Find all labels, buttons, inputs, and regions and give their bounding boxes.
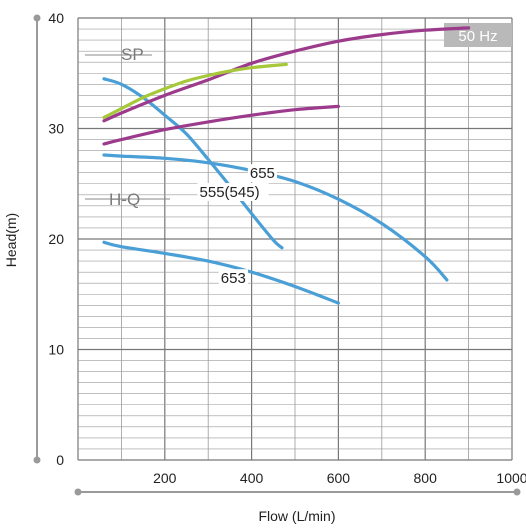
y-tick-label: 10	[48, 342, 64, 358]
x-tick-labels: 200 400 600 800 1000	[153, 470, 526, 486]
y-axis-top-dot	[33, 14, 41, 22]
sp-section-label: SP	[121, 45, 144, 64]
y-tick-label: 40	[48, 10, 64, 26]
hq-section-label: H-Q	[109, 190, 140, 209]
series-line-sp-5	[102, 104, 340, 146]
series-label: 653	[221, 270, 246, 287]
series-line-555-545	[102, 77, 284, 250]
x-tick-label: 800	[414, 470, 438, 486]
y-tick-label: 20	[48, 231, 64, 247]
frequency-badge-text: 50 Hz	[458, 28, 497, 45]
series-line-sp-4	[102, 62, 288, 119]
x-tick-label: 200	[153, 470, 177, 486]
y-axis-label: Head(m)	[3, 213, 19, 267]
series-label-bg	[197, 183, 269, 202]
x-tick-label: 400	[240, 470, 264, 486]
grid	[77, 17, 513, 461]
y-axis-bottom-dot	[33, 456, 41, 464]
x-axis-label: Flow (L/min)	[258, 508, 335, 524]
series-label-bg	[247, 164, 278, 183]
y-tick-label: 30	[48, 121, 64, 137]
series-line-653	[102, 240, 340, 305]
y-tick-label: 0	[56, 452, 64, 468]
series-label: 555(545)	[200, 184, 260, 201]
series-labels: 555(545) 655 653	[197, 164, 278, 288]
series-label-bg	[218, 269, 248, 288]
x-axis-right-dot	[513, 488, 521, 496]
y-tick-labels: 0 10 20 30 40	[48, 10, 64, 468]
curves	[102, 26, 471, 305]
series-line-sp-3	[102, 26, 471, 123]
series-label: 655	[250, 165, 275, 182]
x-axis-left-dot	[74, 488, 82, 496]
x-tick-label: 600	[327, 470, 351, 486]
x-tick-label: 1000	[496, 470, 526, 486]
